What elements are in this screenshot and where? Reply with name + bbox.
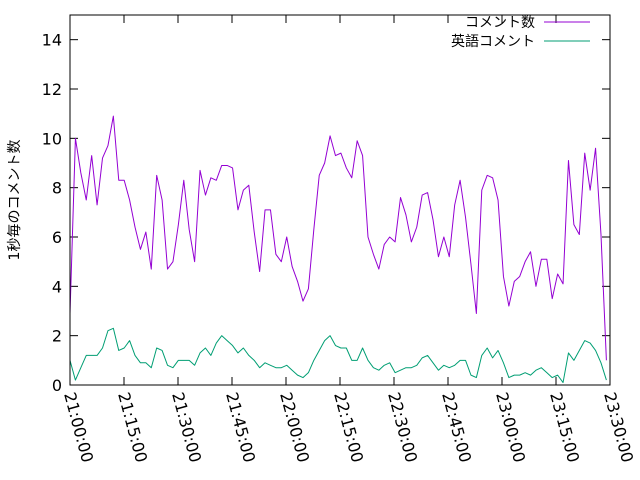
series-line-english-comments bbox=[69, 327, 607, 384]
series-lines bbox=[69, 115, 607, 384]
y-tick-label: 14 bbox=[42, 31, 62, 50]
y-tick-label: 10 bbox=[42, 129, 62, 148]
plot-frame bbox=[69, 14, 611, 386]
y-tick-label: 12 bbox=[42, 80, 62, 99]
y-tick-label: 4 bbox=[52, 277, 62, 296]
series-line-comments bbox=[69, 115, 607, 361]
y-axis: 0 2 4 6 8 10 12 14 bbox=[42, 31, 610, 395]
y-tick-label: 0 bbox=[52, 376, 62, 395]
y-tick-label: 2 bbox=[52, 327, 62, 346]
y-tick-label: 8 bbox=[52, 179, 62, 198]
legend: コメント数 英語コメント bbox=[451, 15, 590, 50]
y-axis-label: 1秒毎のコメント数 bbox=[7, 140, 23, 261]
y-tick-label: 6 bbox=[52, 228, 62, 247]
legend-label-comments: コメント数 bbox=[465, 15, 535, 31]
legend-label-english-comments: 英語コメント bbox=[451, 33, 535, 50]
